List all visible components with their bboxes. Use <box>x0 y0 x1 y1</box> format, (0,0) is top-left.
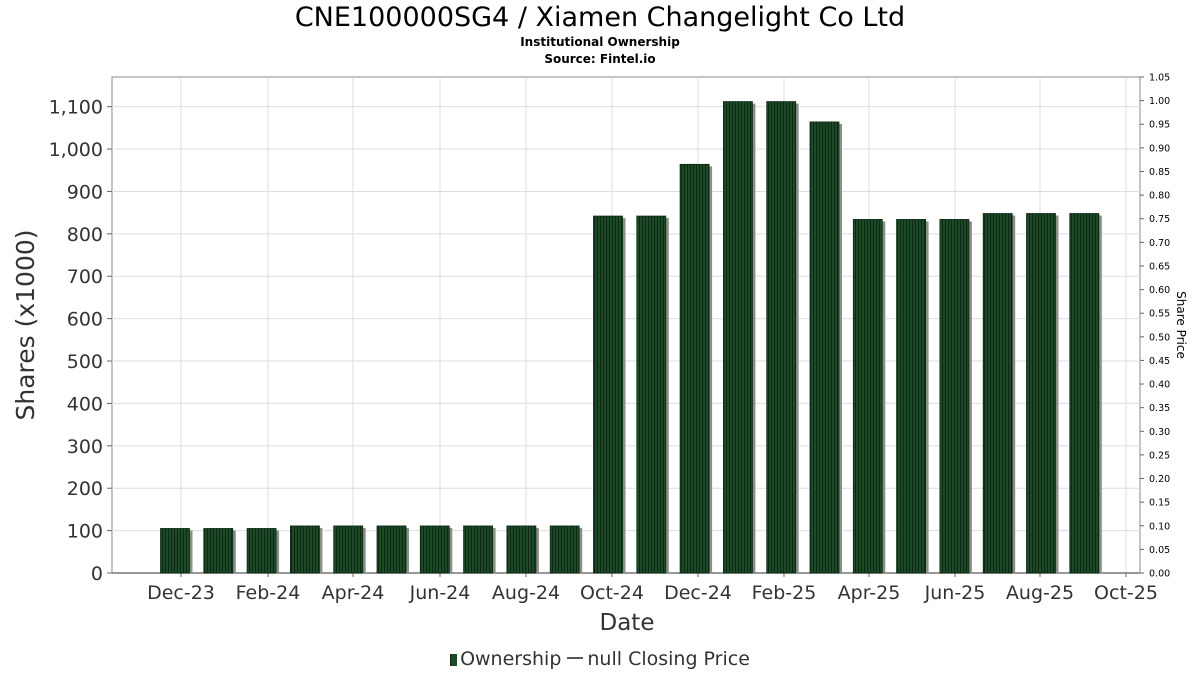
y-tick-label: 300 <box>67 436 103 458</box>
ownership-bar <box>766 101 797 574</box>
ownership-bar <box>809 121 840 574</box>
y-tick-label: 800 <box>67 224 103 246</box>
x-tick-label: Apr-25 <box>838 582 901 604</box>
y2-tick-label: 0.65 <box>1149 261 1170 272</box>
y2-tick-label: 0.70 <box>1149 238 1170 249</box>
y2-tick-label: 0.95 <box>1149 120 1170 131</box>
x-tick-label: Jun-25 <box>924 582 986 604</box>
y2-tick-label: 0.85 <box>1149 167 1170 178</box>
ownership-bar <box>463 525 494 574</box>
x-tick-label: Oct-25 <box>1094 582 1158 604</box>
ownership-bar <box>723 101 753 574</box>
ownership-bar <box>376 525 407 574</box>
y-tick-label: 1,100 <box>49 97 103 119</box>
ownership-legend-label: Ownership <box>460 648 562 670</box>
ownership-bar <box>506 525 537 574</box>
y2-tick-label: 0.35 <box>1149 403 1170 414</box>
y2-tick-label: 0.55 <box>1149 309 1170 320</box>
y2-tick-label: 0.40 <box>1149 380 1170 391</box>
x-tick-label: Dec-23 <box>147 582 215 604</box>
price-legend-swatch <box>567 657 584 659</box>
y2-axis-title: Share Price <box>1174 291 1188 359</box>
ownership-bar <box>679 163 710 574</box>
y2-tick-label: 1.05 <box>1149 73 1170 84</box>
ownership-bar <box>982 213 1013 574</box>
x-tick-label: Jun-24 <box>409 582 471 604</box>
ownership-bar <box>593 215 623 574</box>
y-tick-label: 900 <box>67 181 103 203</box>
y2-tick-label: 0.90 <box>1149 143 1170 154</box>
ownership-bar <box>1069 213 1100 574</box>
chart-legend: Ownership null Closing Price <box>0 648 1200 670</box>
ownership-bar <box>1026 213 1056 574</box>
ownership-bar <box>203 528 234 574</box>
y-tick-label: 100 <box>67 521 103 543</box>
y2-tick-label: 0.00 <box>1149 569 1170 580</box>
x-axis-title: Date <box>600 610 655 636</box>
y2-tick-label: 0.60 <box>1149 285 1170 296</box>
ownership-bar <box>289 525 320 574</box>
x-tick-label: Dec-24 <box>664 582 732 604</box>
y2-tick-label: 0.25 <box>1149 450 1170 461</box>
ownership-bar <box>246 528 277 574</box>
y2-tick-label: 0.45 <box>1149 356 1170 367</box>
y2-tick-label: 0.50 <box>1149 332 1170 343</box>
y2-tick-label: 0.10 <box>1149 521 1170 532</box>
chart-subtitle: Institutional Ownership <box>520 35 680 49</box>
y-tick-label: 700 <box>67 266 103 288</box>
y2-tick-label: 0.80 <box>1149 191 1170 202</box>
y2-tick-label: 1.00 <box>1149 96 1170 107</box>
ownership-bar <box>939 219 970 574</box>
x-tick-label: Aug-25 <box>1006 582 1074 604</box>
ownership-bar <box>636 215 667 574</box>
ownership-bar <box>160 528 190 574</box>
y-tick-label: 0 <box>91 563 103 585</box>
y2-tick-label: 0.30 <box>1149 427 1170 438</box>
ownership-bar <box>852 219 883 574</box>
y-tick-label: 400 <box>67 393 103 415</box>
ownership-bar <box>896 219 926 574</box>
x-tick-label: Aug-24 <box>492 582 560 604</box>
y-tick-label: 500 <box>67 351 103 373</box>
y-axis-title: Shares (x1000) <box>11 229 40 420</box>
y2-tick-label: 0.15 <box>1149 498 1170 509</box>
y2-tick-label: 0.20 <box>1149 474 1170 485</box>
x-tick-label: Oct-24 <box>580 582 644 604</box>
ownership-legend-swatch <box>450 654 458 666</box>
price-legend-label: null Closing Price <box>587 648 750 670</box>
y2-tick-label: 0.05 <box>1149 545 1170 556</box>
x-tick-label: Feb-24 <box>236 582 301 604</box>
y2-tick-label: 0.75 <box>1149 214 1170 225</box>
x-tick-label: Apr-24 <box>322 582 385 604</box>
y-tick-label: 200 <box>67 478 103 500</box>
chart-source: Source: Fintel.io <box>544 52 656 66</box>
ownership-bar <box>419 525 450 574</box>
x-tick-label: Feb-25 <box>752 582 817 604</box>
ownership-bar <box>549 525 580 574</box>
chart-title: CNE100000SG4 / Xiamen Changelight Co Ltd <box>294 2 906 33</box>
y-tick-label: 1,000 <box>49 139 103 161</box>
ownership-bar <box>333 525 364 574</box>
y-tick-label: 600 <box>67 309 103 331</box>
